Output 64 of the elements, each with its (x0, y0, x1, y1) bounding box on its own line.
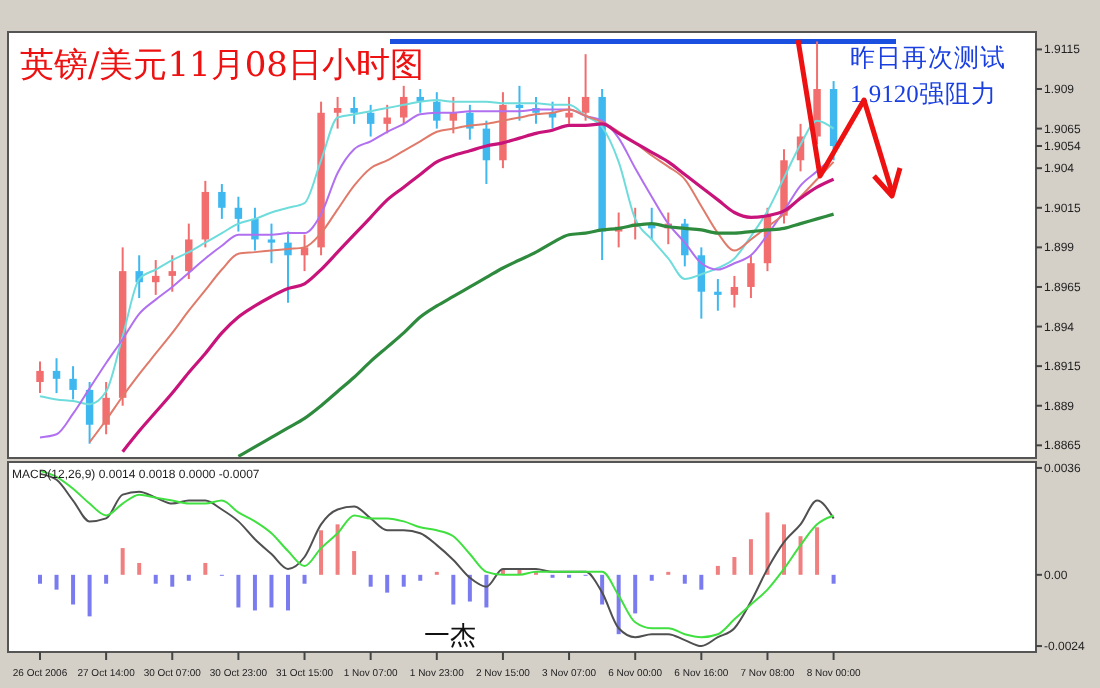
bar (484, 574, 489, 608)
candlestick (433, 91, 441, 130)
bar (798, 536, 803, 575)
bar (186, 574, 191, 581)
candlestick (466, 103, 474, 141)
bar (71, 574, 76, 605)
bar (286, 574, 290, 611)
candlestick (201, 179, 210, 249)
bar (236, 574, 241, 608)
candlestick (565, 95, 573, 125)
bar (815, 527, 820, 575)
candlestick (366, 103, 375, 138)
candlestick (714, 278, 722, 312)
candlestick (333, 95, 342, 130)
bar (203, 562, 208, 575)
candlestick (185, 222, 193, 281)
bar (87, 574, 92, 617)
bar (715, 565, 720, 575)
bar (418, 574, 423, 581)
bar (120, 548, 125, 575)
candlestick (350, 95, 358, 125)
candlestick (747, 254, 755, 300)
bar (385, 574, 390, 593)
bar (649, 574, 654, 581)
annotation: 1.9120强阻力 (850, 80, 997, 108)
candlestick (69, 365, 77, 401)
bar (104, 574, 109, 584)
bar (319, 530, 324, 575)
text: 英镑/美元11月08日小时图 (20, 46, 424, 86)
candlestick (234, 195, 243, 233)
bar (302, 574, 307, 584)
candlestick (267, 222, 276, 265)
candlestick (218, 183, 226, 220)
bar (831, 574, 836, 584)
candlestick (52, 357, 61, 395)
bar (335, 524, 340, 575)
candlestick (251, 206, 259, 252)
bar (732, 557, 737, 575)
bar (252, 574, 257, 611)
bar (633, 574, 638, 614)
candlestick (581, 53, 590, 122)
bar (54, 574, 59, 590)
bar (765, 512, 770, 575)
bar (170, 574, 175, 587)
candlestick (36, 360, 44, 395)
bar (451, 574, 456, 605)
bar (153, 574, 158, 584)
bar (38, 574, 42, 584)
bar (748, 539, 753, 575)
bar (368, 574, 373, 587)
candlestick (102, 380, 110, 436)
candlestick (813, 40, 821, 146)
bar (401, 574, 406, 587)
bar (137, 562, 142, 575)
annotation: 昨日再次测试 (850, 44, 1006, 72)
candlestick (730, 274, 739, 309)
bar (352, 551, 357, 575)
bar (269, 574, 274, 608)
candlestick (383, 103, 391, 135)
annotation: 一杰 (424, 622, 476, 652)
bar (699, 574, 704, 590)
candlestick (168, 254, 176, 293)
line-series (236, 212, 836, 458)
bar (682, 574, 687, 584)
